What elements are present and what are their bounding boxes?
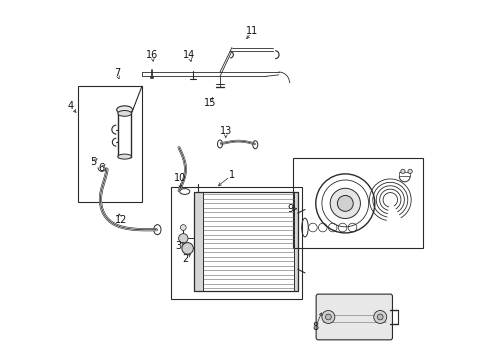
Circle shape: [180, 225, 186, 230]
Bar: [149, 76, 153, 78]
Text: 3: 3: [175, 241, 181, 251]
FancyBboxPatch shape: [316, 294, 392, 340]
Text: 8: 8: [312, 322, 318, 332]
Circle shape: [325, 314, 330, 320]
Text: 12: 12: [115, 215, 127, 225]
Text: 2: 2: [182, 254, 188, 264]
Text: 10: 10: [174, 173, 186, 183]
Circle shape: [373, 310, 386, 323]
Text: 1: 1: [228, 170, 235, 180]
Text: 5: 5: [90, 157, 96, 167]
Text: 13: 13: [219, 126, 231, 136]
Bar: [78, 86, 142, 202]
Bar: [292, 158, 422, 248]
Text: 6: 6: [99, 163, 104, 173]
Text: 15: 15: [204, 98, 216, 108]
Bar: [399, 172, 409, 176]
Text: 4: 4: [68, 101, 74, 111]
Text: 14: 14: [183, 50, 195, 60]
Circle shape: [407, 169, 411, 174]
Circle shape: [400, 169, 404, 174]
Ellipse shape: [118, 154, 131, 159]
Bar: [194, 192, 297, 291]
Ellipse shape: [118, 111, 131, 116]
Circle shape: [182, 243, 193, 254]
Text: 16: 16: [146, 50, 158, 60]
Text: 7: 7: [114, 68, 120, 78]
Circle shape: [377, 314, 382, 320]
Circle shape: [178, 234, 187, 243]
Circle shape: [321, 310, 334, 323]
Ellipse shape: [117, 106, 132, 114]
Bar: [170, 187, 302, 299]
Bar: [194, 192, 203, 291]
Circle shape: [337, 195, 352, 211]
Circle shape: [329, 188, 360, 219]
Text: 11: 11: [246, 26, 258, 36]
Text: 9: 9: [286, 204, 293, 214]
Bar: [294, 192, 297, 291]
